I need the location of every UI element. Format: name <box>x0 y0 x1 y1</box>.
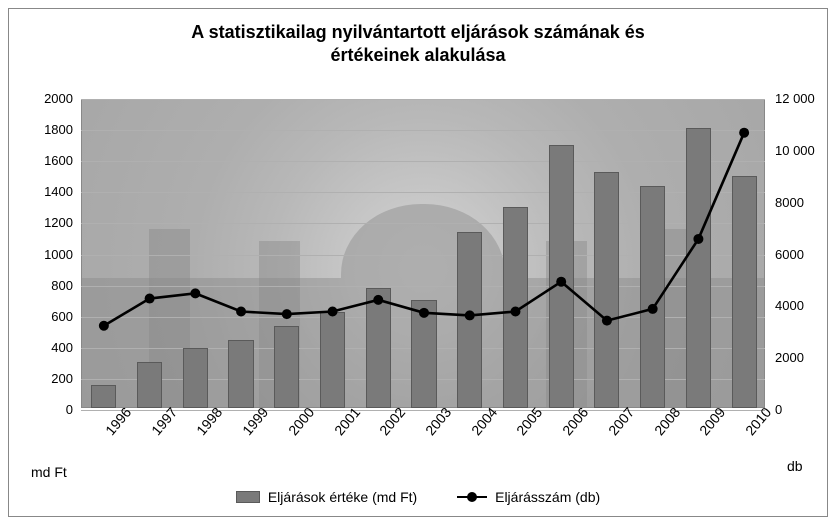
bar <box>686 128 711 408</box>
y-left-tick: 400 <box>51 340 73 355</box>
legend-swatch-bars <box>236 491 260 503</box>
bar <box>274 326 299 408</box>
y-left-tick: 1600 <box>44 153 73 168</box>
bg-silhouette-left <box>81 278 341 408</box>
bar <box>640 186 665 408</box>
legend: Eljárások értéke (md Ft) Eljárásszám (db… <box>9 489 827 506</box>
legend-swatch-line <box>457 491 487 503</box>
legend-label-line: Eljárásszám (db) <box>495 489 600 505</box>
plot-area <box>81 99 765 408</box>
bar <box>457 232 482 408</box>
y-left-tick: 0 <box>66 402 73 417</box>
bar <box>411 300 436 408</box>
gridline <box>81 161 765 162</box>
plot-edge-right <box>764 99 765 408</box>
y-left-tick: 1800 <box>44 122 73 137</box>
left-axis-unit: md Ft <box>31 464 67 480</box>
gridline <box>81 130 765 131</box>
legend-item-bars: Eljárások értéke (md Ft) <box>236 489 417 505</box>
y-left-tick: 200 <box>51 371 73 386</box>
gridline <box>81 410 765 411</box>
gridline <box>81 99 765 100</box>
bar <box>549 145 574 408</box>
y-left-tick: 1400 <box>44 184 73 199</box>
bar <box>91 385 116 408</box>
bar <box>594 172 619 408</box>
bar <box>137 362 162 408</box>
y-right-tick: 10 000 <box>775 143 815 158</box>
legend-item-line: Eljárásszám (db) <box>457 489 600 505</box>
bar <box>228 340 253 408</box>
y-right-tick: 2000 <box>775 350 804 365</box>
bg-silhouette-right <box>505 278 765 408</box>
chart-title-line2: értékeinek alakulása <box>330 45 505 65</box>
plot-edge-left <box>81 99 82 408</box>
bar <box>503 207 528 408</box>
y-right-tick: 8000 <box>775 195 804 210</box>
right-axis-unit: db <box>787 458 803 474</box>
chart-title: A statisztikailag nyilvántartott eljárás… <box>9 21 827 66</box>
y-right-tick: 6000 <box>775 247 804 262</box>
bar <box>320 312 345 408</box>
bar <box>732 176 757 408</box>
y-left-tick: 1200 <box>44 215 73 230</box>
y-left-tick: 600 <box>51 309 73 324</box>
legend-label-bars: Eljárások értéke (md Ft) <box>268 489 417 505</box>
y-right-tick: 0 <box>775 402 782 417</box>
y-right-tick: 12 000 <box>775 91 815 106</box>
chart-title-line1: A statisztikailag nyilvántartott eljárás… <box>191 22 645 42</box>
y-left-tick: 1000 <box>44 247 73 262</box>
y-left-tick: 800 <box>51 278 73 293</box>
bar <box>183 348 208 408</box>
y-left-tick: 2000 <box>44 91 73 106</box>
bar <box>366 288 391 409</box>
chart-frame: A statisztikailag nyilvántartott eljárás… <box>8 8 828 517</box>
y-right-tick: 4000 <box>775 298 804 313</box>
